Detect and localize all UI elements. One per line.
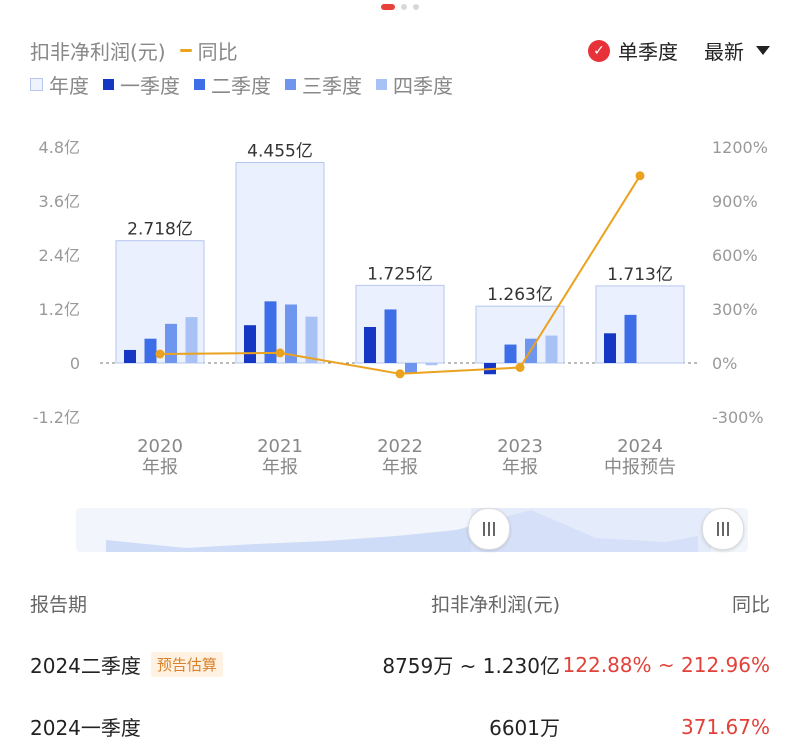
y-tick-left: -1.2亿 — [33, 408, 80, 427]
row-yoy: 371.67% — [681, 714, 770, 739]
row-period: 2024一季度 — [30, 716, 141, 740]
dropdown-triangle-icon — [756, 46, 770, 55]
quarter-bar — [144, 338, 157, 363]
legend-label-annual: 年度 — [49, 74, 89, 98]
row-period: 2024二季度 — [30, 654, 141, 678]
header-period: 报告期 — [30, 594, 88, 616]
y-tick-left: 3.6亿 — [39, 192, 80, 211]
y-tick-right: 600% — [712, 246, 758, 265]
quarter-bar — [604, 333, 616, 363]
metric-label: 扣非净利润(元) — [30, 40, 166, 64]
quarter-bar — [305, 316, 318, 363]
yoy-line-swatch — [179, 49, 192, 52]
q2-swatch — [194, 79, 205, 90]
x-tick-label: 2022 年报 — [377, 436, 423, 478]
x-tick-label: 2023 年报 — [497, 436, 543, 478]
quarter-bar — [425, 363, 438, 366]
yoy-point — [155, 349, 165, 359]
slider-handle-right[interactable] — [702, 508, 744, 550]
y-tick-left: 1.2亿 — [39, 300, 80, 319]
forecast-tag: 预告估算 — [150, 652, 223, 677]
legend-label-yoy: 同比 — [197, 40, 238, 64]
header-value: 扣非净利润(元) — [431, 594, 560, 616]
profit-chart: 4.8亿 3.6亿 2.4亿 1.2亿 0 -1.2亿 1200% 900% 600% 300% 0… — [33, 138, 768, 478]
legend-item-q2[interactable]: 二季度 — [194, 70, 271, 99]
y-tick-right: 0% — [712, 354, 737, 373]
header-yoy: 同比 — [731, 594, 770, 616]
legend-item-q4[interactable]: 四季度 — [376, 70, 453, 99]
annual-label: 1.263亿 — [487, 285, 553, 305]
page-dot — [401, 4, 407, 10]
legend-item-q1[interactable]: 一季度 — [103, 70, 180, 99]
y-tick-left: 0 — [70, 354, 80, 373]
quarter-bar — [364, 327, 376, 363]
quarter-bar — [384, 309, 397, 363]
y-tick-left: 4.8亿 — [39, 138, 80, 157]
legend-row-top: 扣非净利润(元) 同比 — [30, 36, 252, 65]
page-dot-active — [381, 4, 395, 10]
legend-label-q1: 一季度 — [120, 74, 180, 98]
check-icon[interactable]: ✓ — [588, 39, 610, 62]
annual-label: 2.718亿 — [127, 220, 193, 240]
yoy-point — [635, 171, 645, 181]
legend-label-q2: 二季度 — [211, 74, 271, 98]
chart-controls: ✓ 单季度 最新 — [588, 36, 770, 65]
q1-swatch — [103, 79, 114, 90]
x-tick-label: 2024 中报预告 — [604, 436, 676, 478]
quarter-bar — [624, 314, 637, 363]
quarter-bar — [285, 304, 297, 363]
page-indicator — [0, 4, 800, 10]
single-quarter-toggle[interactable]: 单季度 — [618, 40, 678, 64]
legend-item-annual[interactable]: 年度 — [30, 70, 89, 99]
quarter-bar — [264, 301, 277, 363]
quarter-bar — [244, 325, 256, 363]
quarter-bar — [545, 335, 558, 363]
yoy-point — [395, 369, 405, 379]
quarter-bar — [185, 317, 198, 363]
row-yoy: 122.88% ~ 212.96% — [562, 652, 770, 677]
table-row[interactable]: 2024一季度 6601万 371.67% — [30, 712, 770, 741]
x-tick-label: 2021 年报 — [257, 436, 303, 478]
quarter-bar — [124, 349, 136, 363]
yoy-point — [275, 348, 285, 358]
legend-item-yoy[interactable]: 同比 — [179, 36, 238, 65]
y-tick-right: -300% — [712, 408, 764, 427]
annual-label: 4.455亿 — [247, 142, 313, 162]
legend-row-series: 年度 一季度 二季度 三季度 四季度 — [30, 70, 467, 99]
slider-handle-left[interactable] — [468, 508, 510, 550]
sort-label: 最新 — [704, 40, 744, 64]
range-slider[interactable] — [76, 508, 748, 552]
row-value: 8759万 ~ 1.230亿 — [382, 654, 560, 678]
q3-swatch — [285, 79, 296, 90]
y-tick-left: 2.4亿 — [39, 246, 80, 265]
y-tick-right: 300% — [712, 300, 758, 319]
y-tick-right: 900% — [712, 192, 758, 211]
annual-label: 1.725亿 — [367, 264, 433, 284]
legend-label-q3: 三季度 — [302, 74, 362, 98]
quarter-bar — [504, 344, 517, 363]
x-tick-label: 2020 年报 — [137, 436, 183, 478]
metric-label-item: 扣非净利润(元) — [30, 36, 166, 65]
table-row[interactable]: 2024二季度 预告估算 8759万 ~ 1.230亿 122.88% ~ 21… — [30, 650, 770, 679]
slider-overview-track — [76, 508, 748, 552]
y-tick-right: 1200% — [712, 138, 768, 157]
row-value: 6601万 — [489, 716, 560, 740]
legend-label-q4: 四季度 — [393, 74, 453, 98]
q4-swatch — [376, 79, 387, 90]
legend-item-q3[interactable]: 三季度 — [285, 70, 362, 99]
annual-label: 1.713亿 — [607, 265, 673, 285]
yoy-point — [515, 363, 525, 372]
quarter-bar — [165, 323, 177, 363]
page-dot — [413, 4, 419, 10]
quarter-bar — [405, 363, 417, 373]
table-header: 报告期 扣非净利润(元) 同比 — [30, 590, 770, 617]
sort-dropdown[interactable]: 最新 — [704, 36, 770, 65]
annual-swatch — [30, 78, 43, 91]
